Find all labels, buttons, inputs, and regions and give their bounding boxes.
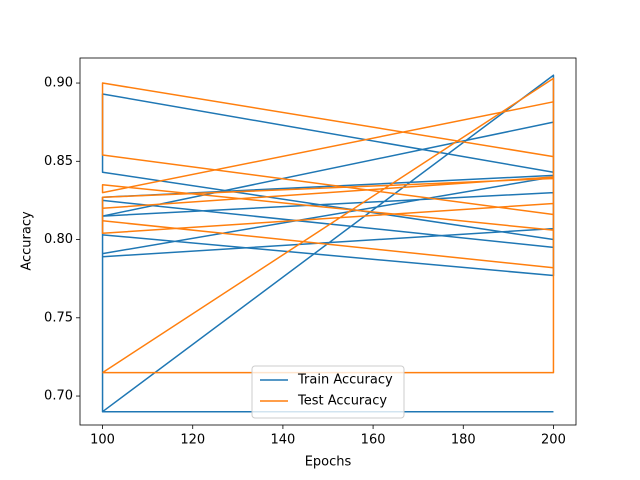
- x-tick-label: 120: [180, 433, 205, 448]
- y-tick-label: 0.80: [44, 232, 73, 247]
- legend-label: Test Accuracy: [297, 394, 387, 409]
- legend-label: Train Accuracy: [297, 373, 393, 388]
- plot-frame: [79, 57, 577, 426]
- x-axis-label: Epochs: [305, 455, 352, 470]
- x-tick-label: 160: [361, 433, 386, 448]
- x-tick-label: 200: [541, 433, 566, 448]
- y-tick-label: 0.90: [44, 76, 73, 91]
- y-tick-label: 0.85: [44, 154, 73, 169]
- x-tick-label: 100: [90, 433, 115, 448]
- data-line: [101, 77, 555, 374]
- x-tick-label: 180: [451, 433, 476, 448]
- y-tick-label: 0.75: [44, 310, 73, 325]
- legend: Train Accuracy Test Accuracy: [251, 365, 405, 419]
- legend-box: [251, 365, 405, 419]
- y-axis-label: Accuracy: [20, 211, 35, 271]
- x-tick-label: 140: [270, 433, 295, 448]
- y-tick-label: 0.70: [44, 389, 73, 404]
